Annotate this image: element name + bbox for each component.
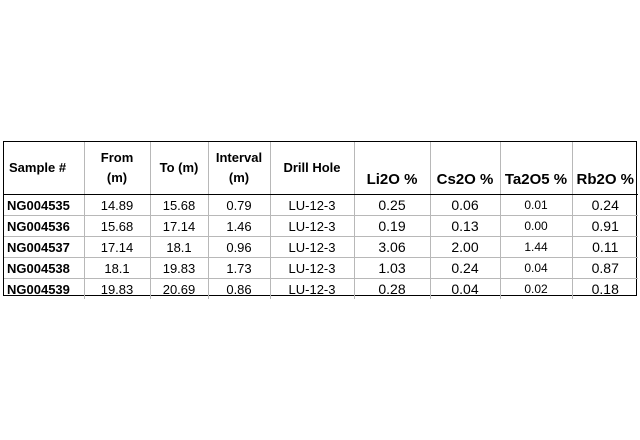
cell-interval: 0.96 — [207, 236, 271, 258]
cell-ta2o5: 1.44 — [499, 236, 573, 258]
cell-drill-hole: LU-12-3 — [269, 257, 355, 279]
cell-drill-hole: LU-12-3 — [269, 194, 355, 216]
table-row: NG004538 18.1 19.83 1.73 LU-12-3 1.03 0.… — [4, 257, 638, 279]
table-row: NG004535 14.89 15.68 0.79 LU-12-3 0.25 0… — [4, 194, 638, 216]
cell-sample: NG004537 — [4, 236, 85, 258]
cell-sample: NG004535 — [4, 194, 85, 216]
cell-drill-hole: LU-12-3 — [269, 278, 355, 299]
header-sample: Sample # — [4, 142, 85, 195]
header-to: To (m) — [149, 142, 209, 195]
cell-sample: NG004538 — [4, 257, 85, 279]
header-from: From (m) — [83, 142, 151, 195]
cell-from: 18.1 — [83, 257, 151, 279]
cell-li2o: 1.03 — [353, 257, 431, 279]
cell-from: 19.83 — [83, 278, 151, 299]
cell-ta2o5: 0.00 — [499, 215, 573, 237]
cell-li2o: 3.06 — [353, 236, 431, 258]
cell-interval: 0.86 — [207, 278, 271, 299]
cell-cs2o: 2.00 — [429, 236, 501, 258]
cell-cs2o: 0.13 — [429, 215, 501, 237]
header-cs2o: Cs2O % — [429, 142, 501, 195]
cell-ta2o5: 0.01 — [499, 194, 573, 216]
assay-table-container: Sample # From (m) To (m) Interval (m) Dril… — [3, 141, 638, 299]
cell-li2o: 0.25 — [353, 194, 431, 216]
cell-to: 17.14 — [149, 215, 209, 237]
table-row: NG004536 15.68 17.14 1.46 LU-12-3 0.19 0… — [4, 215, 638, 237]
header-rb2o: Rb2O % — [571, 142, 638, 195]
cell-rb2o: 0.18 — [571, 278, 638, 299]
cell-rb2o: 0.87 — [571, 257, 638, 279]
cell-interval: 0.79 — [207, 194, 271, 216]
assay-results-table: Sample # From (m) To (m) Interval (m) Dril… — [4, 142, 638, 299]
cell-interval: 1.46 — [207, 215, 271, 237]
header-row: Sample # From (m) To (m) Interval (m) Dril… — [4, 142, 638, 195]
cell-li2o: 0.28 — [353, 278, 431, 299]
cell-to: 18.1 — [149, 236, 209, 258]
cell-ta2o5: 0.04 — [499, 257, 573, 279]
cell-rb2o: 0.91 — [571, 215, 638, 237]
cell-li2o: 0.19 — [353, 215, 431, 237]
cell-ta2o5: 0.02 — [499, 278, 573, 299]
cell-cs2o: 0.04 — [429, 278, 501, 299]
cell-sample: NG004536 — [4, 215, 85, 237]
table-row: NG004539 19.83 20.69 0.86 LU-12-3 0.28 0… — [4, 278, 638, 299]
header-ta2o5: Ta2O5 % — [499, 142, 573, 195]
cell-drill-hole: LU-12-3 — [269, 215, 355, 237]
cell-rb2o: 0.11 — [571, 236, 638, 258]
cell-from: 17.14 — [83, 236, 151, 258]
header-drill-hole: Drill Hole — [269, 142, 355, 195]
cell-to: 20.69 — [149, 278, 209, 299]
cell-to: 15.68 — [149, 194, 209, 216]
cell-cs2o: 0.06 — [429, 194, 501, 216]
cell-sample: NG004539 — [4, 278, 85, 299]
header-interval: Interval (m) — [207, 142, 271, 195]
table-row: NG004537 17.14 18.1 0.96 LU-12-3 3.06 2.… — [4, 236, 638, 258]
cell-from: 14.89 — [83, 194, 151, 216]
header-li2o: Li2O % — [353, 142, 431, 195]
cell-drill-hole: LU-12-3 — [269, 236, 355, 258]
cell-cs2o: 0.24 — [429, 257, 501, 279]
cell-interval: 1.73 — [207, 257, 271, 279]
cell-to: 19.83 — [149, 257, 209, 279]
cell-rb2o: 0.24 — [571, 194, 638, 216]
cell-from: 15.68 — [83, 215, 151, 237]
